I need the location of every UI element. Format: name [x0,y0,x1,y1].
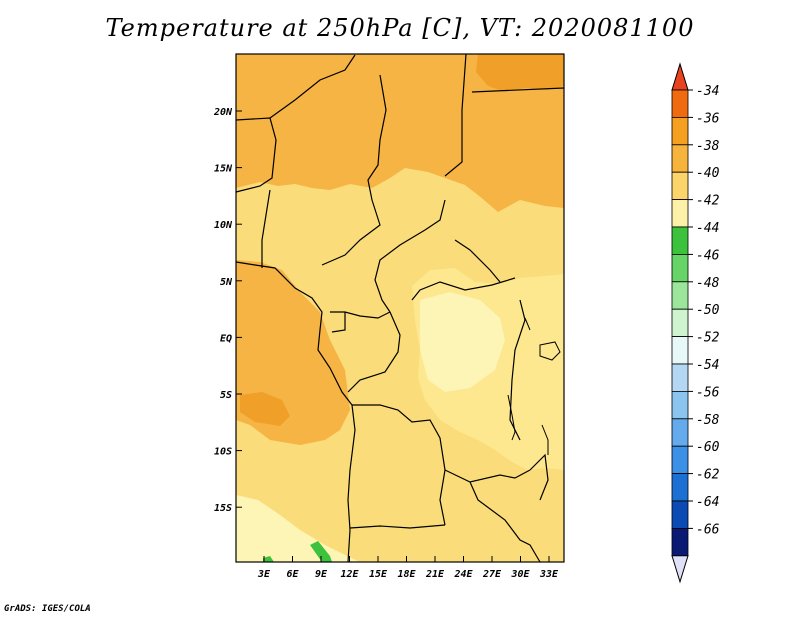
map-fill [236,54,564,562]
colorbar-label: -42 [696,194,720,209]
lon-tick-label: 33E [539,569,559,580]
lon-tick-label: 3E [257,569,271,580]
colorbar-label: -62 [696,468,720,483]
border-congo [347,311,401,393]
boundaries [235,53,565,563]
colorbar: -34 -36 -38 -40 -42 -44 -46 -48 -50 -52 -54 -56 -58 -… [671,62,720,584]
border-mid-4 [454,239,501,283]
colorbar-label: -38 [696,139,720,154]
fill-band-c44-42 [420,292,505,392]
colorbar-segment [671,171,689,200]
green-patch [310,541,332,562]
lon-tick-label: 30E [510,569,530,580]
lon-tick-label: 9E [315,569,328,580]
border-mid-3 [374,199,446,313]
lat-tick-label: 10N [214,220,233,231]
lon-axis: 3E 6E 9E 12E 15E 18E 21E 24E 27E 30E 33E [257,556,559,580]
colorbar-label: -44 [696,221,719,236]
colorbar-segment [671,390,689,420]
border-zambia-2 [469,481,541,563]
colorbar-segment [671,144,689,173]
border-mid-2 [321,199,381,266]
lat-axis: 20N 15N 10N 5N EQ 5S 10S 15S [213,107,242,514]
border-mid-5 [330,311,391,319]
lakes [507,317,561,455]
colorbar-segment [671,500,689,529]
colorbar-label: -36 [696,111,720,126]
colorbar-label: -64 [696,495,719,510]
lat-tick-label: 10S [214,447,232,458]
fill-band-c44-42 [236,495,360,562]
colorbar-bottom-triangle [671,555,689,584]
lake-albert [524,317,531,331]
lon-tick-label: 27E [482,569,502,580]
colorbar-label: -40 [696,166,720,181]
lat-tick-label: 15S [214,503,232,514]
colorbar-segment [671,336,689,365]
border-mid-7 [411,277,516,301]
lon-tick-label: 21E [425,569,445,580]
lake-tanganyika [507,394,516,441]
border-angola [352,404,446,526]
colorbar-segment [671,308,689,338]
green-patch-small [263,556,274,562]
colorbar-label: -46 [696,248,720,263]
colorbar-label: -50 [696,303,720,318]
colorbar-segment [671,117,689,146]
colorbar-label: -66 [696,522,720,537]
lon-tick-label: 6E [286,569,299,580]
chart-title: Temperature at 250hPa [C], VT: 202008110… [105,14,695,42]
border-east-1 [529,453,549,501]
border-mid-1 [261,189,271,268]
fill-band-c38-36 [236,54,564,212]
border-north-2 [367,74,387,201]
fill-band-c36-34 [476,54,564,92]
colorbar-label: -58 [696,413,720,428]
colorbar-segment [671,199,689,228]
border-west-1 [235,117,277,193]
colorbar-segment [671,89,689,118]
colorbar-label: -52 [696,331,720,346]
border-zambia [444,469,531,483]
lat-tick-label: 15N [214,164,233,175]
colorbar-label: -56 [696,385,720,400]
lon-tick-label: 24E [453,569,473,580]
lat-tick-label: 20N [213,107,233,118]
border-angola-south [349,524,446,529]
lon-tick-label: 18E [397,569,416,580]
lon-tick-label: 15E [369,569,388,580]
colorbar-segment [671,473,689,502]
colorbar-segment [671,253,689,283]
colorbar-label: -60 [696,440,720,455]
colorbar-label: -48 [696,276,720,291]
border-north-3 [461,53,467,111]
colorbar-segment [671,226,689,255]
lake-malawi [541,424,549,455]
colorbar-segment [671,281,689,310]
grads-credit: GrADS: IGES/COLA [4,604,91,614]
lat-tick-label: EQ [220,333,232,344]
colorbar-segment [671,445,689,475]
map-frame [235,53,565,563]
lat-tick-label: 5N [220,277,233,288]
fill-band-c36-34 [240,392,290,426]
colorbar-segment [671,418,689,447]
lat-tick-label: 5S [220,390,232,401]
border-east-red-sea [471,87,565,93]
lon-tick-label: 12E [340,569,359,580]
colorbar-segment [671,363,689,392]
border-north-1 [269,54,356,119]
border-drc-east [509,299,526,441]
border-mid-6 [331,312,346,333]
colorbar-label: -54 [696,358,719,373]
coastline [235,261,356,563]
colorbar-segment [671,528,689,557]
lake-victoria [539,341,561,361]
colorbar-top-triangle [671,62,689,91]
colorbar-label: -34 [696,84,719,99]
border-north-4 [444,110,463,177]
